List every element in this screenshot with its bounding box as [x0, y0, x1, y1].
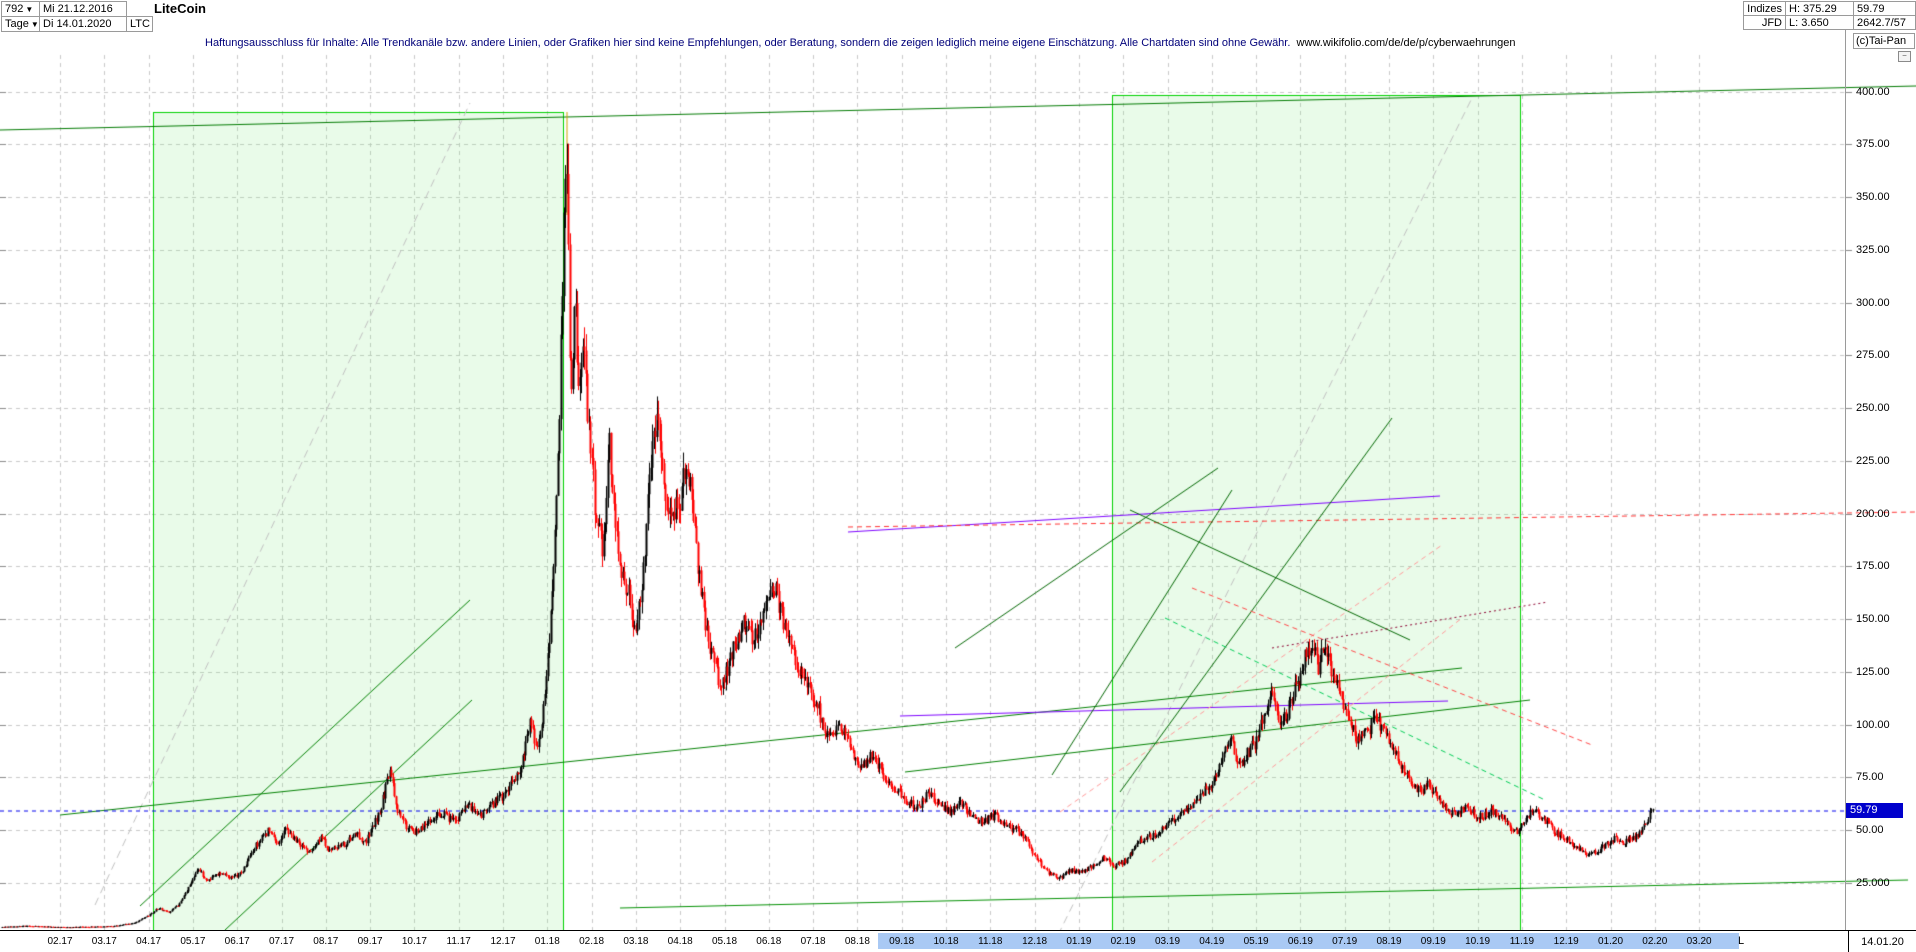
last-price-tag: 59.79 [1846, 803, 1903, 818]
y-axis-label: 100.00 [1856, 718, 1890, 731]
x-axis-label: 11.17 [446, 936, 471, 947]
x-axis-label: 07.17 [268, 936, 295, 947]
y-axis-label: 275.00 [1856, 349, 1890, 362]
x-axis-label: 03.19 [1154, 936, 1181, 947]
x-axis-label: 09.18 [889, 936, 915, 947]
y-axis-label: 350.00 [1856, 191, 1890, 203]
y-axis-label: 175.00 [1856, 560, 1890, 573]
y-axis-label: 25.000 [1856, 876, 1890, 889]
x-axis-label: 12.19 [1553, 936, 1579, 947]
y-axis-label: 325.00 [1856, 243, 1890, 256]
x-axis-label: 04.17 [136, 936, 162, 947]
y-axis-label: 225.00 [1856, 454, 1890, 467]
x-axis-label: 09.17 [357, 936, 383, 947]
x-axis-label: 10.18 [933, 936, 959, 947]
y-axis-label: 200.00 [1856, 507, 1890, 520]
y-axis-label: 300.00 [1856, 296, 1890, 309]
x-axis-label: 07.19 [1332, 936, 1358, 947]
y-axis-label: 75.00 [1856, 771, 1884, 784]
x-axis-label: 11.18 [978, 936, 1003, 947]
cursor-date-cell: 14.01.20 [1848, 931, 1916, 952]
low-marker-label: L [1738, 935, 1745, 947]
x-axis-label: 01.18 [534, 936, 560, 947]
x-axis-label: 05.19 [1243, 936, 1269, 947]
y-axis-label: 375.00 [1856, 138, 1890, 151]
x-axis-label: 01.19 [1066, 936, 1092, 947]
x-axis-label: 08.18 [844, 936, 870, 947]
x-axis-label: 06.17 [224, 936, 250, 947]
x-axis-label: 05.18 [711, 936, 738, 947]
x-axis-label: 06.19 [1287, 936, 1313, 947]
x-axis-label: 06.18 [756, 936, 782, 947]
x-axis-highlight-band [877, 933, 1740, 949]
x-axis-label: 04.18 [667, 936, 693, 947]
x-axis-label: 03.17 [91, 936, 117, 947]
x-axis-label: 02.19 [1110, 936, 1136, 947]
y-axis-label: 250.00 [1856, 402, 1890, 414]
x-axis-label: 10.19 [1465, 936, 1491, 947]
x-axis-label: 02.20 [1642, 936, 1668, 947]
x-axis-label: 03.18 [623, 936, 649, 947]
x-axis-label: 07.18 [800, 936, 826, 947]
x-axis-label: 12.18 [1022, 936, 1048, 947]
x-axis-label: 11.19 [1509, 936, 1535, 947]
y-axis-label: 50.00 [1856, 824, 1884, 836]
x-axis-label: 12.17 [490, 936, 516, 947]
x-axis-label: 01.20 [1597, 936, 1624, 947]
x-axis-label: 03.20 [1686, 936, 1712, 947]
y-axis-rail [1845, 30, 1846, 952]
x-axis-label: 08.17 [313, 936, 339, 947]
x-axis-label: 05.17 [180, 936, 206, 947]
x-axis-label: 02.18 [579, 936, 605, 947]
y-axis-label: 400.00 [1856, 85, 1890, 98]
y-axis-label: 125.00 [1856, 665, 1890, 678]
y-axis-label: 150.00 [1856, 613, 1890, 625]
x-axis-label: 09.19 [1420, 936, 1446, 947]
x-axis-label: 02.17 [47, 936, 73, 947]
x-axis-label: 08.19 [1376, 936, 1402, 947]
x-axis-label: 10.17 [401, 936, 427, 947]
x-axis-label: 04.19 [1199, 936, 1225, 947]
